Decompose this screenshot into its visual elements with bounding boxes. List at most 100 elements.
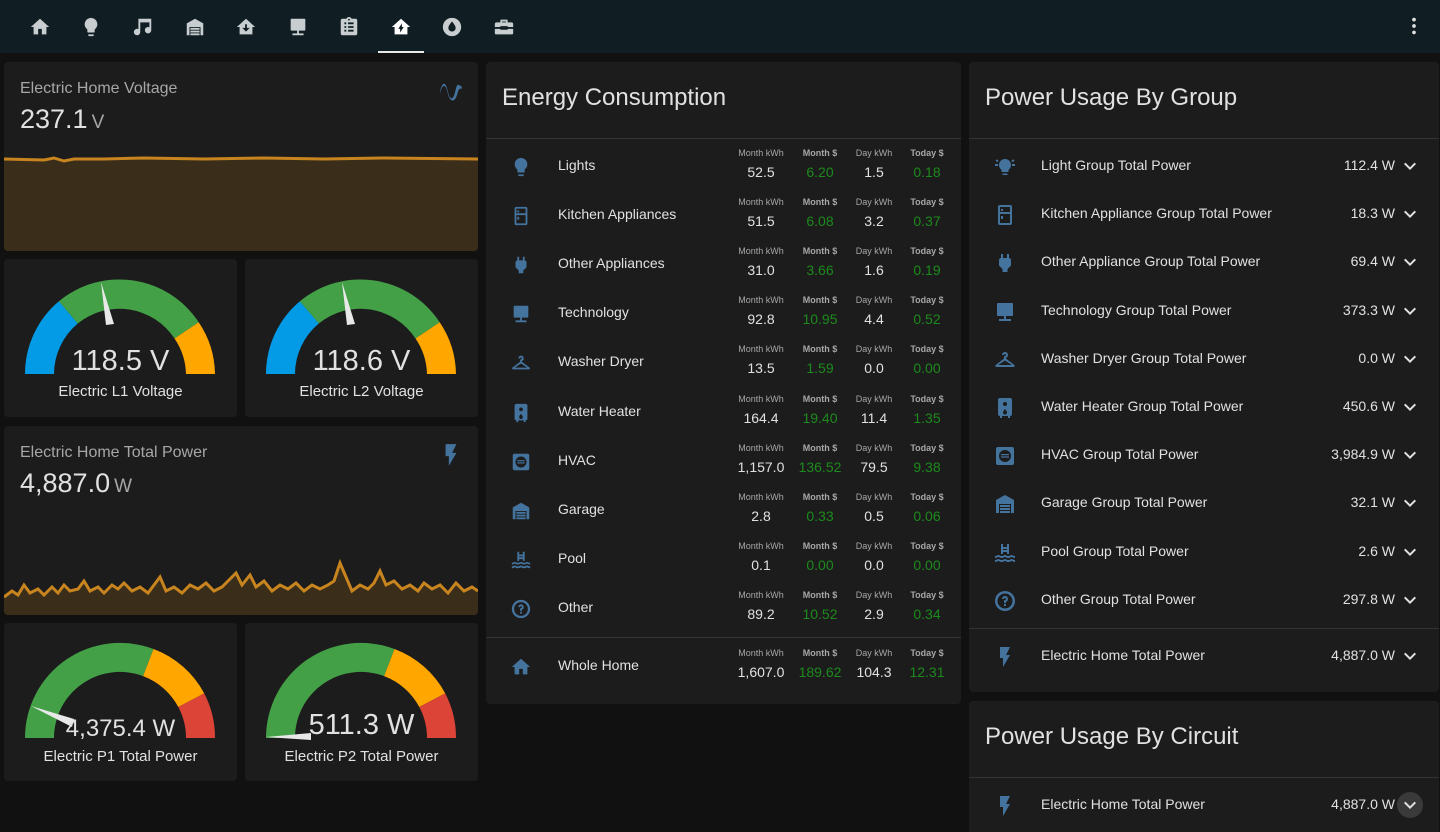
pool-icon: [993, 541, 1017, 565]
energy-cell-day-kwh: Day kWh 11.4: [844, 394, 904, 426]
group-row[interactable]: Light Group Total Power 112.4 W: [969, 142, 1439, 190]
expand-button[interactable]: [1397, 490, 1423, 516]
energy-cell-today-cost: Today $ 0.00: [897, 541, 957, 573]
energy-row[interactable]: Kitchen Appliances Month kWh 51.5 Month $ 6.…: [486, 191, 960, 240]
expand-button[interactable]: [1397, 587, 1423, 613]
cell-value: 0.0: [864, 556, 884, 573]
column-header: Month kWh: [738, 344, 784, 355]
expand-button[interactable]: [1397, 539, 1423, 565]
l1-voltage-gauge[interactable]: 118.5 V Electric L1 Voltage: [4, 259, 237, 417]
energy-row[interactable]: Pool Month kWh 0.1 Month $ 0.00 Day kWh 0.0 Tod…: [486, 535, 960, 584]
expand-button[interactable]: [1397, 153, 1423, 179]
column-header: Month kWh: [738, 295, 784, 306]
cell-value: 2.9: [864, 605, 884, 622]
energy-row-name: Other Appliances: [558, 255, 665, 272]
toolbox-icon: [494, 19, 514, 34]
expand-button[interactable]: [1397, 792, 1423, 818]
tab-lights[interactable]: [68, 0, 114, 53]
p1-power-gauge[interactable]: 4,375.4 W Electric P1 Total Power: [4, 623, 237, 781]
p2-power-gauge[interactable]: 511.3 W Electric P2 Total Power: [245, 623, 478, 781]
cell-value: 51.5: [747, 213, 775, 230]
hanger-icon: [510, 352, 532, 374]
group-row[interactable]: Kitchen Appliance Group Total Power 18.3 …: [969, 190, 1439, 238]
energy-row[interactable]: Whole Home Month kWh 1,607.0 Month $189.62 D…: [486, 642, 960, 691]
column-header: Month kWh: [738, 393, 784, 404]
garage-icon: [993, 492, 1017, 516]
group-row-name: Technology Group Total Power: [1041, 301, 1232, 318]
tab-garage[interactable]: [172, 0, 218, 53]
energy-cell-month-cost: Month $ 6.20: [790, 148, 850, 180]
energy-cell-day-kwh: Day kWh 79.5: [844, 443, 904, 475]
energy-row[interactable]: Washer Dryer Month kWh 13.5 Month $ 1.59 Day …: [486, 338, 960, 387]
energy-row[interactable]: Technology Month kWh 92.8 Month $ 10.95 Day k…: [486, 289, 960, 338]
monitor-icon: [993, 300, 1017, 324]
gauge-label: Electric P2 Total Power: [284, 748, 439, 765]
expand-button[interactable]: [1397, 298, 1423, 324]
tab-home[interactable]: [17, 0, 63, 53]
tab-music[interactable]: [120, 0, 166, 53]
tab-tasks[interactable]: [326, 0, 372, 53]
group-row[interactable]: Electric Home Total Power 4,887.0 W: [969, 632, 1439, 680]
tab-tools[interactable]: [481, 0, 527, 53]
card-title: Power Usage By Group: [985, 84, 1238, 111]
energy-row[interactable]: Other Appliances Month kWh 31.0 Month $ 3.66…: [486, 240, 960, 289]
energy-row[interactable]: Other Month kWh 89.2 Month $ 10.52 Day kWh 2.9…: [486, 584, 960, 633]
column-header: Month $: [802, 442, 838, 453]
l2-voltage-gauge[interactable]: 118.6 V Electric L2 Voltage: [245, 259, 478, 417]
tab-home-import[interactable]: [223, 0, 269, 53]
expand-button[interactable]: [1397, 442, 1423, 468]
energy-cell-month-cost: Month $ 10.95: [790, 295, 850, 327]
monitor-icon: [510, 303, 532, 325]
total-power-sensor-card[interactable]: Electric Home Total Power 4,887.0 W: [4, 426, 478, 615]
flash-icon: [438, 442, 464, 468]
group-row[interactable]: HVAC Group Total Power 3,984.9 W: [969, 431, 1439, 479]
cell-value: 89.2: [747, 605, 775, 622]
chevron-down-icon: [1404, 652, 1416, 660]
group-row[interactable]: Washer Dryer Group Total Power 0.0 W: [969, 335, 1439, 383]
cell-value: 0.00: [913, 360, 941, 377]
group-row[interactable]: Electric Home Total Power 4,887.0 W: [969, 781, 1439, 829]
energy-row[interactable]: Water Heater Month kWh 164.4 Month $ 19.40 Da…: [486, 388, 960, 437]
column-header: Month kWh: [738, 246, 784, 257]
energy-row[interactable]: Garage Month kWh 2.8 Month $ 0.33 Day kWh 0.5 T…: [486, 486, 960, 535]
tab-energy[interactable]: [378, 0, 424, 53]
garage-icon: [510, 500, 532, 522]
garage-icon: [186, 18, 204, 35]
cell-value: 0.00: [806, 556, 834, 573]
cell-value: 79.5: [860, 458, 888, 475]
expand-button[interactable]: [1397, 201, 1423, 227]
help-circle-icon: [510, 598, 532, 620]
group-row[interactable]: Other Group Total Power 297.8 W: [969, 576, 1439, 624]
chevron-down-icon: [1404, 307, 1416, 315]
overflow-menu-button[interactable]: [1402, 14, 1426, 38]
energy-row[interactable]: HVAC Month kWh 1,157.0 Month $136.52 Day kWh…: [486, 437, 960, 486]
energy-row[interactable]: Lights Month kWh 52.5 Month $ 6.20 Day kWh 1.5…: [486, 142, 960, 191]
column-header: Day kWh: [855, 540, 893, 551]
sensor-name: Electric Home Total Power: [20, 444, 208, 461]
home-import-icon: [236, 18, 256, 34]
energy-cell-today-cost: Today $ 9.38: [897, 443, 957, 475]
cell-value: 189.62: [798, 664, 842, 680]
expand-button[interactable]: [1397, 394, 1423, 420]
group-row[interactable]: Garage Group Total Power 32.1 W: [969, 479, 1439, 527]
cell-value: 3.66: [806, 262, 834, 279]
sensor-unit: W: [114, 476, 133, 497]
energy-row-name: HVAC: [558, 451, 596, 468]
column-header: Today $: [910, 442, 944, 453]
energy-row-name: Pool: [558, 549, 587, 566]
expand-button[interactable]: [1397, 249, 1423, 275]
voltage-sensor-card[interactable]: Electric Home Voltage 237.1 V: [4, 62, 478, 251]
expand-button[interactable]: [1397, 346, 1423, 372]
group-row[interactable]: Water Heater Group Total Power 450.6 W: [969, 383, 1439, 431]
tab-water[interactable]: [429, 0, 475, 53]
gauge-arc: [265, 642, 457, 740]
group-row[interactable]: Technology Group Total Power 373.3 W: [969, 287, 1439, 335]
cell-value: 0.34: [913, 605, 941, 622]
cell-value: 0.52: [913, 311, 941, 328]
power-by-group-card: Power Usage By Group Light Group Total P…: [969, 62, 1439, 692]
cell-value: 9.38: [913, 458, 941, 475]
group-row[interactable]: Pool Group Total Power 2.6 W: [969, 528, 1439, 576]
expand-button[interactable]: [1397, 643, 1423, 669]
group-row[interactable]: Other Appliance Group Total Power 69.4 W: [969, 238, 1439, 286]
tab-technology[interactable]: [275, 0, 321, 53]
